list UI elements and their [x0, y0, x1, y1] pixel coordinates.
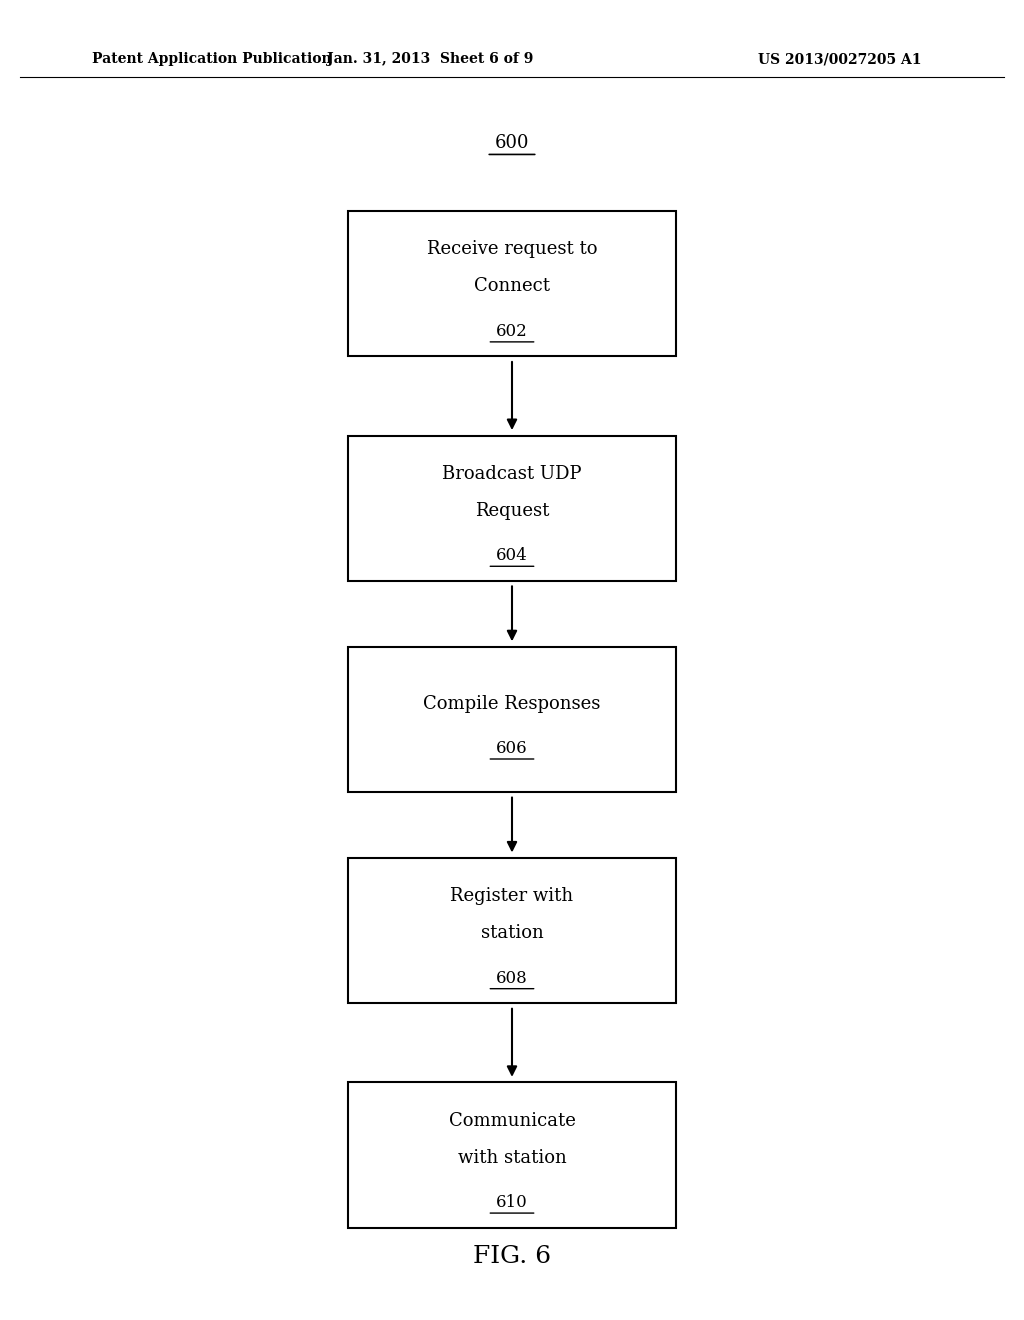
Text: 608: 608: [496, 970, 528, 986]
Text: 606: 606: [497, 741, 527, 756]
Text: Jan. 31, 2013  Sheet 6 of 9: Jan. 31, 2013 Sheet 6 of 9: [327, 53, 534, 66]
FancyBboxPatch shape: [348, 1082, 676, 1228]
Text: Receive request to: Receive request to: [427, 240, 597, 259]
Text: 610: 610: [496, 1195, 528, 1210]
Text: with station: with station: [458, 1148, 566, 1167]
Text: Request: Request: [475, 502, 549, 520]
Text: station: station: [480, 924, 544, 942]
Text: Register with: Register with: [451, 887, 573, 906]
FancyBboxPatch shape: [348, 858, 676, 1003]
Text: 604: 604: [496, 548, 528, 564]
Text: Compile Responses: Compile Responses: [423, 694, 601, 713]
Text: 600: 600: [495, 133, 529, 152]
Text: Patent Application Publication: Patent Application Publication: [92, 53, 332, 66]
FancyBboxPatch shape: [348, 211, 676, 356]
Text: US 2013/0027205 A1: US 2013/0027205 A1: [758, 53, 922, 66]
Text: Broadcast UDP: Broadcast UDP: [442, 465, 582, 483]
Text: FIG. 6: FIG. 6: [473, 1245, 551, 1269]
FancyBboxPatch shape: [348, 436, 676, 581]
Text: 602: 602: [496, 323, 528, 339]
FancyBboxPatch shape: [348, 647, 676, 792]
Text: Connect: Connect: [474, 277, 550, 296]
Text: Communicate: Communicate: [449, 1111, 575, 1130]
